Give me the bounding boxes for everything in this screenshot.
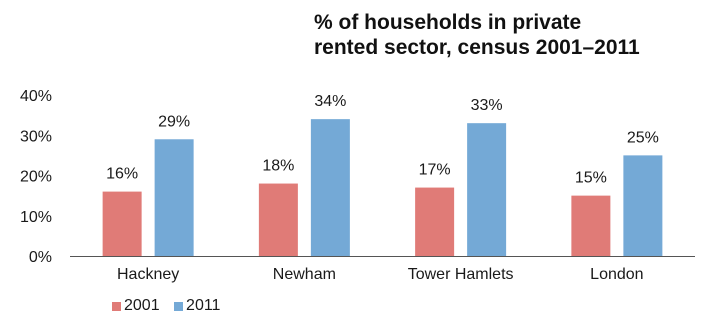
legend-label-2001: 2001: [124, 297, 160, 314]
y-tick-label: 0%: [29, 249, 52, 266]
legend-item-2011: 2011: [174, 297, 220, 315]
bar-2001-tower-hamlets: [415, 187, 455, 256]
bar-2011-newham: [310, 119, 350, 257]
data-label: 17%: [419, 162, 451, 179]
data-label: 16%: [106, 166, 138, 183]
legend-item-2001: 2001: [112, 297, 160, 315]
legend-swatch-2011: [174, 301, 184, 311]
data-label: 15%: [575, 170, 607, 187]
bar-2011-hackney: [154, 139, 194, 256]
y-tick-label: 30%: [20, 128, 52, 145]
data-label: 18%: [262, 158, 294, 175]
bar-2001-london: [571, 195, 611, 256]
chart-title-line-2: rented sector, census 2001–2011: [314, 36, 640, 59]
data-label: 29%: [158, 113, 190, 130]
legend-label-2011: 2011: [186, 297, 221, 314]
bar-2001-newham: [258, 183, 298, 256]
x-tick-label: Tower Hamlets: [408, 266, 514, 283]
y-tick-label: 20%: [20, 169, 52, 186]
data-label: 33%: [471, 97, 503, 114]
x-tick-label: Hackney: [117, 266, 179, 283]
legend: 2001 2011: [112, 297, 230, 316]
legend-swatch-2001: [112, 301, 121, 311]
data-label: 25%: [627, 129, 659, 146]
y-tick-label: 10%: [20, 209, 52, 226]
bar-2011-tower-hamlets: [467, 123, 507, 256]
x-tick-label: London: [590, 266, 643, 283]
bar-2001-hackney: [102, 191, 142, 256]
x-tick-label: Newham: [273, 266, 336, 283]
chart-title-line-1: % of households in private: [314, 11, 582, 34]
data-label: 34%: [314, 93, 346, 110]
chart-title: % of households in private rented sector…: [314, 10, 694, 60]
bar-2011-london: [623, 155, 663, 256]
y-tick-label: 40%: [20, 88, 52, 105]
